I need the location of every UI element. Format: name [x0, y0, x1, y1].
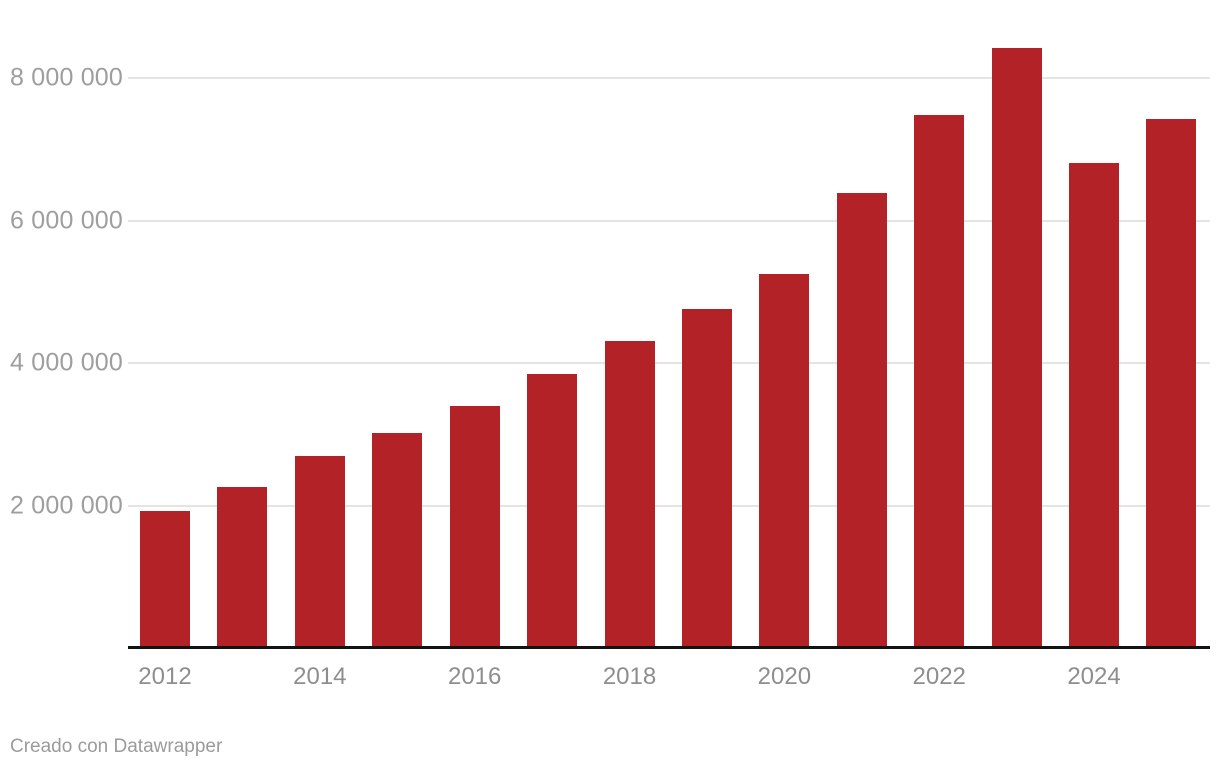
x-axis-baseline [128, 646, 1210, 649]
bar-2013 [217, 486, 268, 648]
bar-2014 [294, 456, 345, 648]
x-axis-label-2016: 2016 [447, 663, 502, 690]
x-axis-label-2022: 2022 [912, 663, 966, 690]
gridline-6000000 [128, 219, 1210, 222]
gridline-2000000 [128, 504, 1210, 507]
bar-2016 [449, 405, 500, 648]
y-axis-label-8000000: 8 000 000 [10, 63, 124, 92]
y-axis-label-6000000: 6 000 000 [10, 206, 124, 234]
x-axis-label-2018: 2018 [602, 663, 657, 690]
bar-2020 [759, 273, 810, 648]
gridline-4000000 [128, 362, 1210, 364]
bar-2024 [1069, 162, 1120, 648]
gridline-8000000 [128, 77, 1210, 79]
x-axis-label-2024: 2024 [1067, 663, 1121, 690]
x-axis-label-2012: 2012 [138, 663, 192, 690]
x-axis-label-2014: 2014 [293, 663, 347, 690]
bar-2012 [140, 511, 190, 648]
bar-2018 [604, 340, 655, 648]
bar-2025 [1146, 119, 1197, 648]
y-axis-label-4000000: 4 000 000 [10, 348, 124, 377]
bar-2023 [991, 48, 1042, 648]
bar-2021 [836, 192, 887, 648]
x-axis-label-2020: 2020 [757, 663, 812, 690]
bar-2022 [914, 115, 965, 648]
footer-attribution: Creado con Datawrapper [10, 736, 223, 757]
bar-2019 [681, 308, 732, 648]
bar-2015 [372, 432, 423, 648]
y-axis-label-2000000: 2 000 000 [10, 491, 124, 519]
bar-2017 [527, 373, 578, 648]
